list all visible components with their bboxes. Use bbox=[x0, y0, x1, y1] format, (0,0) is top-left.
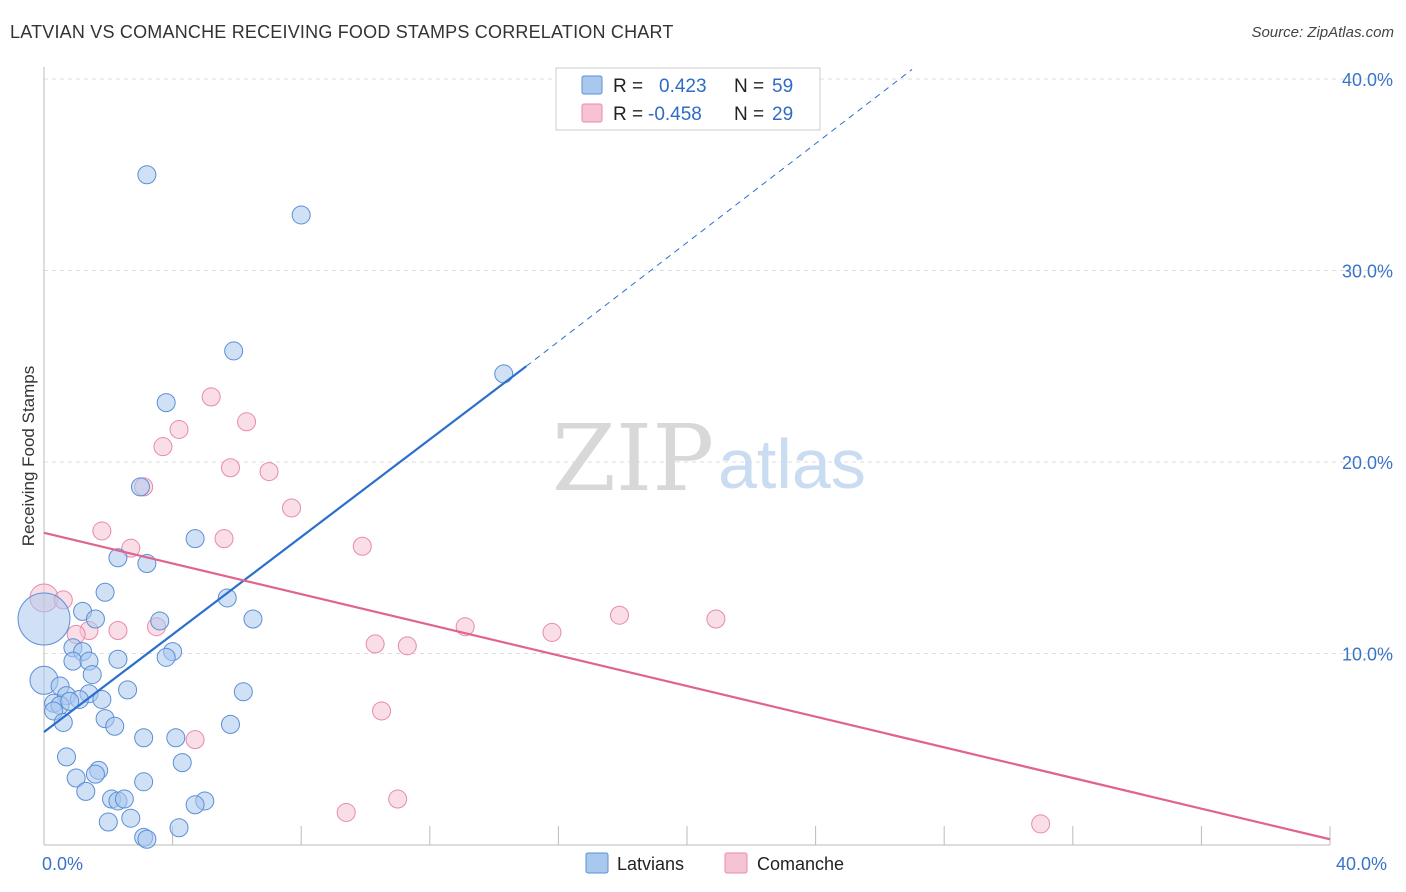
latvian-point bbox=[224, 341, 244, 361]
comanche-point bbox=[372, 701, 392, 721]
latvian-point bbox=[137, 165, 157, 185]
y-tick-label: 20.0% bbox=[1342, 453, 1393, 473]
comanche-point bbox=[220, 458, 240, 478]
latvian-points bbox=[17, 165, 514, 849]
y-tick-labels: 10.0% 20.0% 30.0% 40.0% bbox=[1342, 70, 1393, 665]
comanche-trend-line bbox=[43, 531, 1331, 841]
x-ticks bbox=[172, 826, 1331, 845]
latvian-point bbox=[217, 588, 237, 608]
comanche-point bbox=[92, 521, 112, 541]
latvian-point bbox=[57, 747, 77, 767]
comanche-point bbox=[282, 498, 302, 518]
latvian-point bbox=[134, 728, 154, 748]
chart-title: LATVIAN VS COMANCHE RECEIVING FOOD STAMP… bbox=[10, 22, 674, 42]
latvian-point bbox=[53, 712, 73, 732]
comanche-point bbox=[365, 634, 385, 654]
comanche-point bbox=[185, 730, 205, 750]
y-tick-label: 30.0% bbox=[1342, 262, 1393, 282]
comanche-point bbox=[336, 802, 356, 822]
trend-lines bbox=[43, 69, 1331, 841]
comanche-point bbox=[214, 529, 234, 549]
bottom-legend-swatch-latvians bbox=[585, 852, 609, 874]
latvian-point bbox=[243, 609, 263, 629]
latvian-point bbox=[150, 611, 170, 631]
latvian-point bbox=[85, 764, 105, 784]
comanche-point bbox=[259, 462, 279, 482]
latvian-point bbox=[185, 795, 205, 815]
comanche-point bbox=[542, 622, 562, 642]
comanche-point bbox=[388, 789, 408, 809]
x-tick-label-min: 0.0% bbox=[42, 854, 83, 874]
legend-latvians-r: 0.423 bbox=[659, 76, 707, 97]
y-tick-label: 40.0% bbox=[1342, 70, 1393, 90]
latvian-point bbox=[98, 812, 118, 832]
latvian-point bbox=[121, 808, 141, 828]
latvian-point bbox=[82, 665, 102, 685]
latvian-point bbox=[494, 364, 514, 384]
legend-n-label: N = bbox=[734, 104, 764, 125]
comanche-point bbox=[397, 636, 417, 656]
latvian-point bbox=[156, 647, 176, 667]
watermark-zip: ZIP bbox=[552, 405, 714, 512]
legend-comanche-r: -0.458 bbox=[648, 104, 702, 125]
bottom-legend-comanche: Comanche bbox=[757, 854, 844, 874]
watermark: ZIP atlas bbox=[552, 405, 866, 512]
latvian-point bbox=[137, 829, 157, 849]
bottom-legend-latvians: Latvians bbox=[617, 854, 684, 874]
legend-swatch-comanche bbox=[581, 103, 603, 123]
comanche-point bbox=[352, 536, 372, 556]
grid-lines bbox=[44, 78, 1393, 654]
latvian-point bbox=[185, 529, 205, 549]
latvian-point bbox=[134, 772, 154, 792]
latvian-point bbox=[92, 689, 112, 709]
comanche-point bbox=[201, 387, 221, 407]
latvian-point bbox=[130, 477, 150, 497]
bottom-legend: Latvians Comanche bbox=[585, 852, 844, 874]
latvian-point bbox=[17, 592, 71, 646]
latvian-point bbox=[66, 768, 86, 788]
latvian-point bbox=[63, 651, 83, 671]
source-label: Source: ZipAtlas.com bbox=[1251, 24, 1394, 41]
x-tick-label-max: 40.0% bbox=[1336, 854, 1387, 874]
comanche-point bbox=[1031, 814, 1051, 834]
bottom-legend-swatch-comanche bbox=[724, 852, 748, 874]
comanche-point bbox=[153, 437, 173, 457]
latvian-point bbox=[105, 716, 125, 736]
comanche-point bbox=[169, 419, 189, 439]
latvian-point bbox=[291, 205, 311, 225]
comanche-point bbox=[108, 621, 128, 641]
latvian-trend-line bbox=[43, 365, 527, 733]
legend-r-label: R = bbox=[613, 76, 643, 97]
latvian-point bbox=[114, 789, 134, 809]
legend-swatch-latvians bbox=[581, 75, 603, 95]
latvian-point bbox=[166, 728, 186, 748]
latvian-point bbox=[60, 691, 80, 711]
y-axis-label: Receiving Food Stamps bbox=[19, 366, 38, 546]
comanche-point bbox=[609, 605, 629, 625]
latvian-point bbox=[95, 582, 115, 602]
legend-n-label: N = bbox=[734, 76, 764, 97]
latvian-point bbox=[156, 393, 176, 413]
latvian-point bbox=[76, 781, 96, 801]
legend-box: R = 0.423 N = 59 R = -0.458 N = 29 bbox=[555, 67, 821, 131]
latvian-point bbox=[85, 609, 105, 629]
latvian-point bbox=[233, 682, 253, 702]
latvian-point bbox=[220, 714, 240, 734]
watermark-atlas: atlas bbox=[718, 425, 866, 503]
latvian-trend-extension bbox=[525, 69, 913, 367]
latvian-point bbox=[169, 818, 189, 838]
latvian-point bbox=[108, 649, 128, 669]
latvian-point bbox=[118, 680, 138, 700]
legend-latvians-n: 59 bbox=[772, 76, 793, 97]
y-tick-label: 10.0% bbox=[1342, 645, 1393, 665]
legend-r-label: R = bbox=[613, 104, 643, 125]
latvian-point bbox=[108, 548, 128, 568]
legend-comanche-n: 29 bbox=[772, 104, 793, 125]
comanche-point bbox=[237, 412, 257, 432]
comanche-point bbox=[706, 609, 726, 629]
latvian-point bbox=[172, 753, 192, 773]
